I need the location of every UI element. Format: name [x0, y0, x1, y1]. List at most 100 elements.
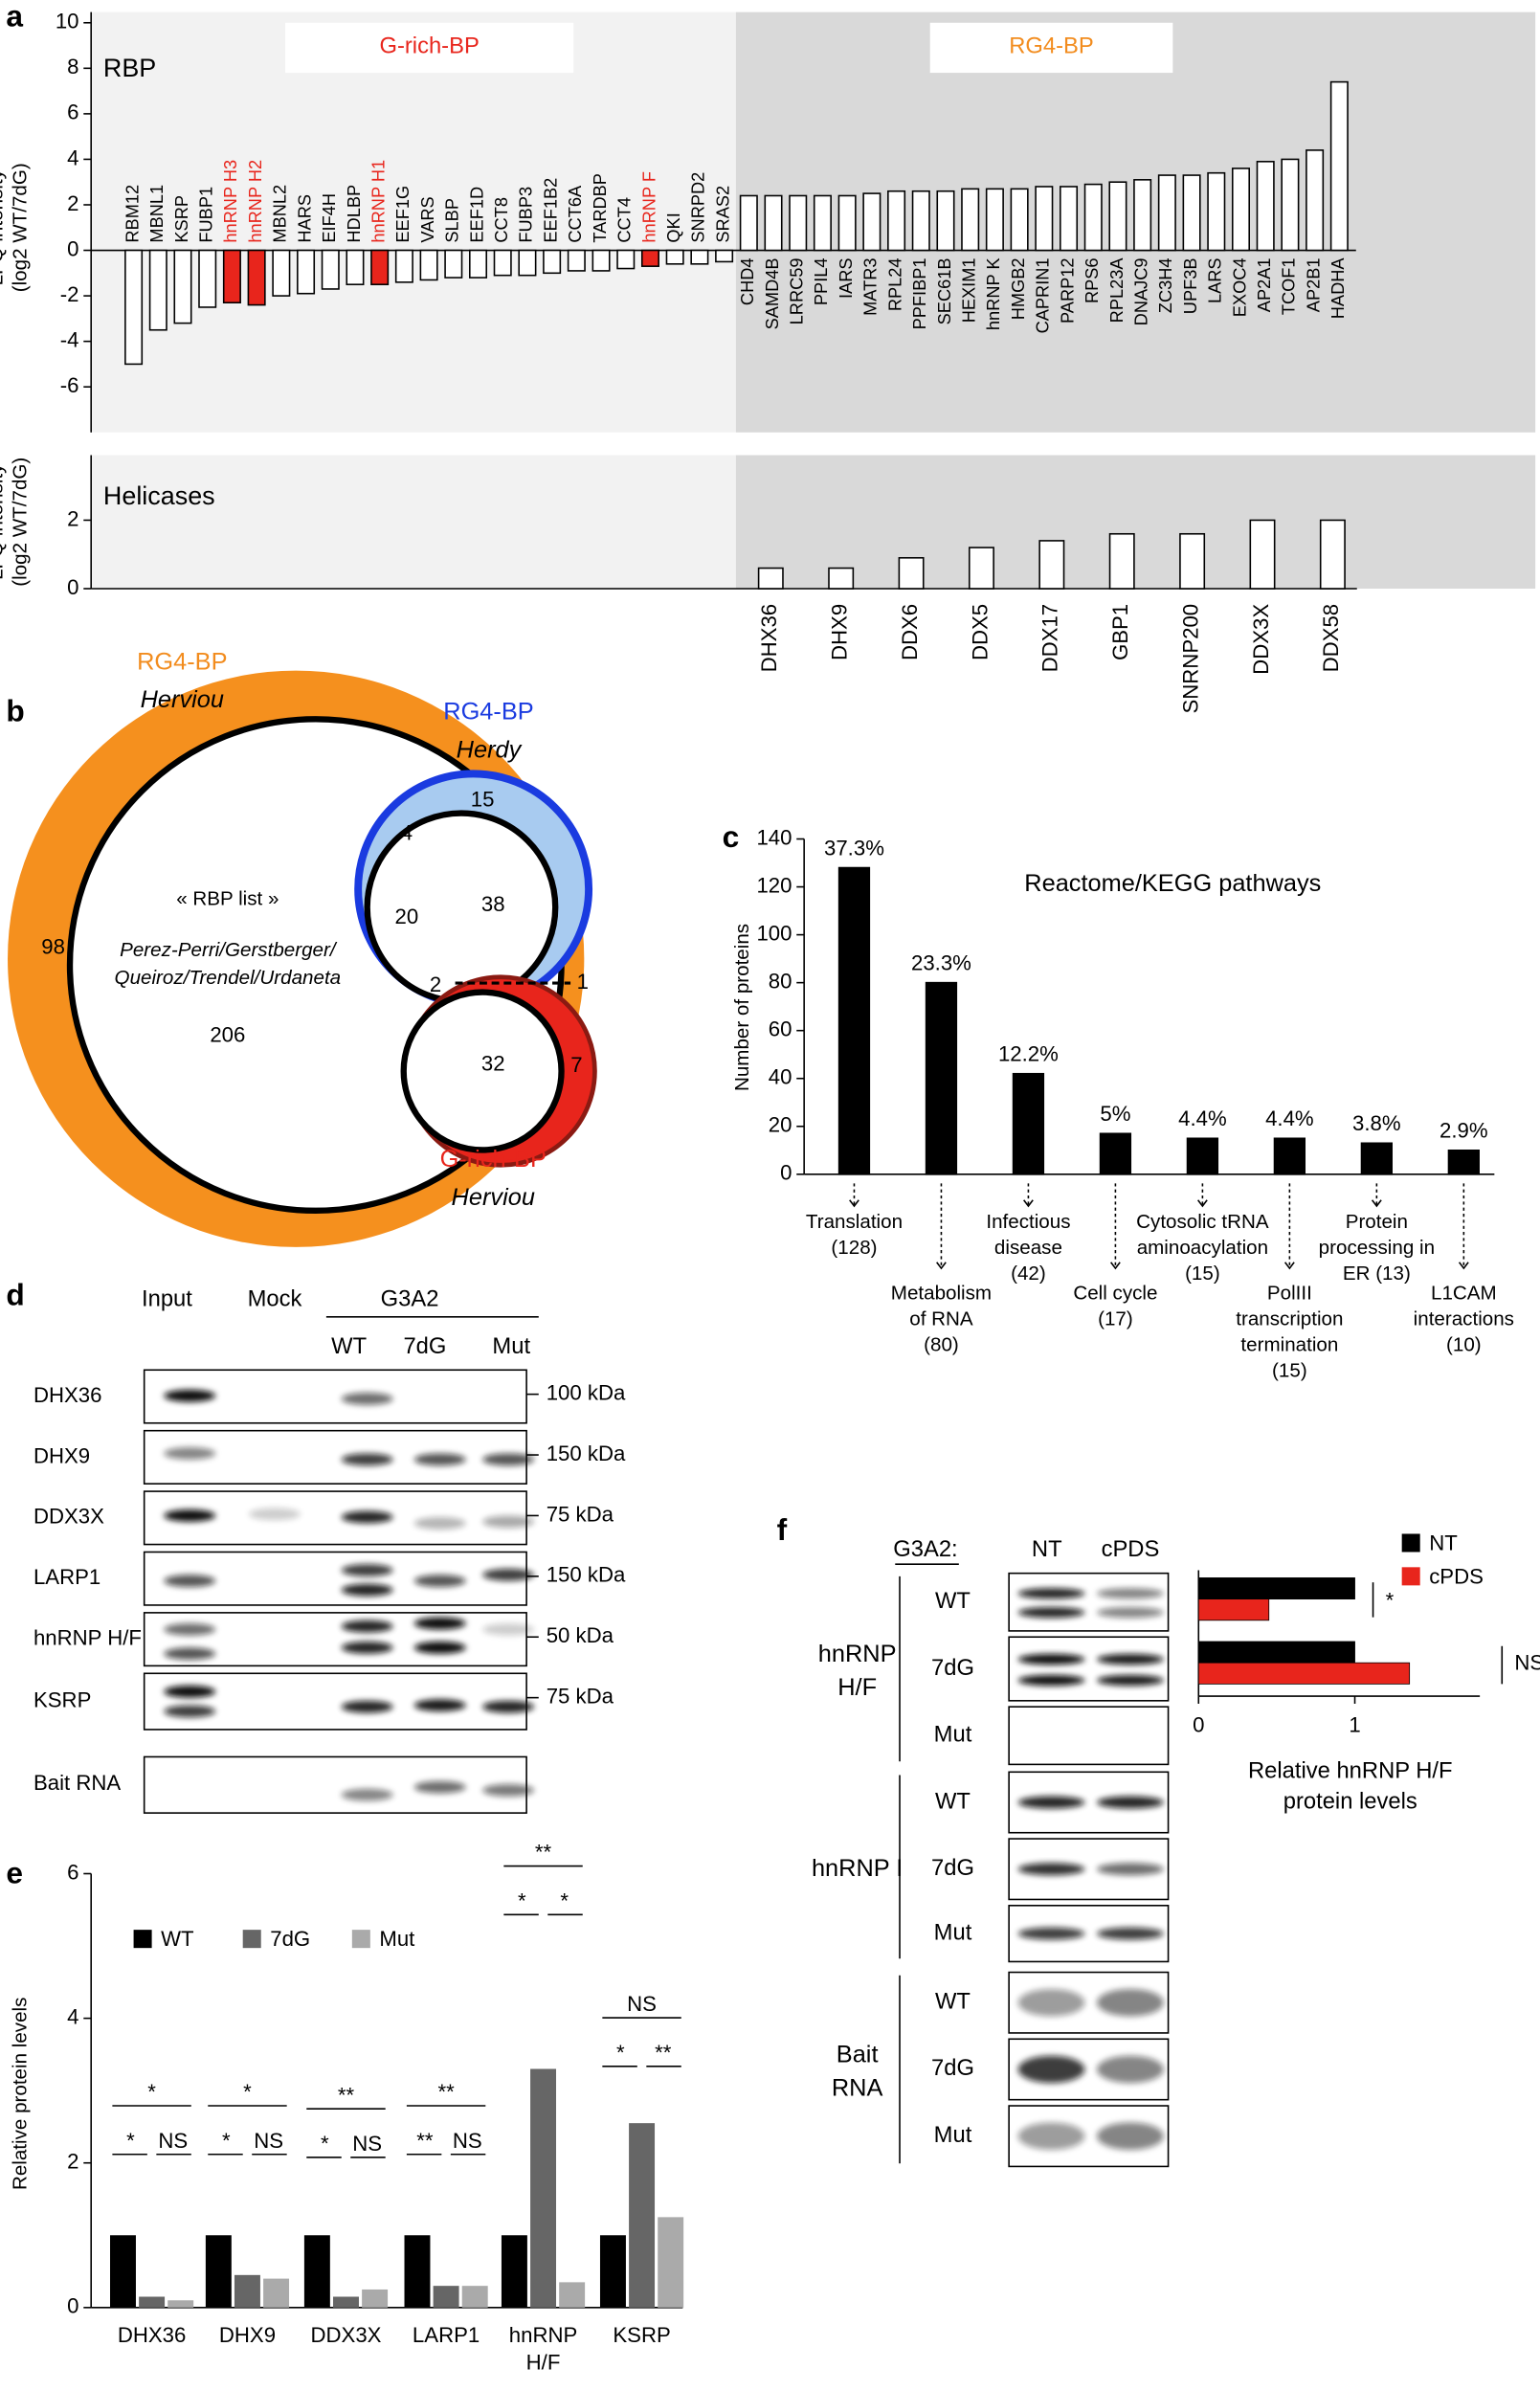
bar	[862, 192, 882, 252]
x-tick-label: CCT6A	[566, 185, 585, 243]
blot-band	[1017, 1674, 1085, 1687]
bar	[543, 249, 562, 275]
bar-annotation: 4.4%	[1178, 1106, 1227, 1130]
blot-band	[1097, 2055, 1164, 2084]
blot-band	[482, 1783, 535, 1797]
blot-box	[1008, 1572, 1170, 1632]
x-tick-label: (128)	[831, 1237, 877, 1259]
bar	[1186, 1137, 1219, 1175]
x-tick-label: disease	[994, 1237, 1062, 1259]
size-label: 75 kDa	[547, 1685, 614, 1709]
group-label: RNA	[832, 2074, 883, 2101]
y-tick-label: 140	[756, 825, 792, 849]
x-tick-label: Metabolism	[891, 1282, 992, 1304]
bar	[936, 190, 955, 252]
blot-band	[413, 1517, 466, 1530]
blot-band	[164, 1647, 216, 1661]
pointer-head	[1283, 1262, 1295, 1270]
row-label: Mut	[934, 2122, 972, 2148]
y-tick-label: 80	[769, 970, 792, 994]
x-tick-label: RPL23A	[1107, 257, 1127, 324]
row-label: Mut	[934, 1722, 972, 1748]
bar	[640, 249, 659, 267]
blot-band	[1097, 1863, 1164, 1876]
x-tick-label: DHX36	[118, 2323, 187, 2347]
y-tick-label: 100	[756, 921, 792, 945]
x-tick-label: KSRP	[613, 2323, 670, 2347]
legend-label: Mut	[379, 1927, 414, 1951]
row-label: WT	[935, 1588, 971, 1614]
x-tick-label: TARDBP	[591, 173, 610, 243]
x-tick-label: MATR3	[861, 257, 881, 315]
bar	[1108, 532, 1135, 590]
x-tick-label: processing in	[1319, 1237, 1435, 1259]
bar	[1447, 1149, 1480, 1175]
bar	[303, 2235, 330, 2308]
bar	[1231, 168, 1251, 252]
bar	[1197, 1598, 1270, 1621]
lane-header: Mock	[248, 1286, 302, 1312]
sig-label: *	[243, 2080, 252, 2104]
x-tick-label: ZC3H4	[1156, 257, 1175, 313]
sig-label: NS	[352, 2132, 382, 2156]
sig-label: **	[338, 2083, 355, 2107]
bar	[404, 2235, 431, 2308]
blot-band	[1017, 1607, 1085, 1619]
sig-label: *	[222, 2129, 231, 2153]
x-tick-label: (17)	[1098, 1307, 1133, 1330]
x-tick-label: LARS	[1206, 257, 1225, 303]
y-axis-label: Number of proteins	[731, 924, 753, 1091]
blot-band	[164, 1447, 216, 1460]
legend-swatch	[133, 1930, 152, 1949]
group-label: hnRNP I	[812, 1855, 903, 1882]
bar	[985, 188, 1004, 252]
blot-band	[1097, 1607, 1164, 1619]
x-tick-label: PPFIBP1	[910, 257, 929, 329]
bar	[148, 249, 167, 331]
y-axis-label: (log2 WT/7dG)	[10, 458, 32, 587]
bar	[124, 249, 144, 366]
size-label: 50 kDa	[547, 1623, 614, 1647]
bar-annotation: 37.3%	[824, 836, 884, 860]
sig-label: **	[655, 2041, 672, 2065]
x-tick-label: QKI	[664, 212, 683, 242]
x-tick-label: RBM12	[123, 185, 142, 243]
x-tick-label: HEXIM1	[960, 257, 979, 323]
bar	[898, 557, 925, 590]
row-label: 7dG	[931, 1855, 974, 1881]
venn-count: 1	[577, 970, 589, 994]
x-tick-label: Cytosolic tRNA	[1136, 1211, 1269, 1233]
size-label: 150 kDa	[547, 1441, 626, 1465]
x-tick-label: hnRNP	[509, 2323, 578, 2347]
blot-band	[341, 1583, 393, 1597]
bar	[501, 2235, 527, 2308]
x-tick-label: SRAS2	[713, 186, 732, 243]
y-tick-label: 6	[67, 1860, 78, 1884]
chart-title: Reactome/KEGG pathways	[1024, 870, 1321, 897]
y-tick-label: 0	[67, 2294, 78, 2318]
group-label: hnRNP	[818, 1641, 897, 1667]
bar	[518, 249, 537, 277]
region-bg	[735, 455, 1536, 589]
pointer-head	[936, 1262, 947, 1270]
row-label: 7dG	[931, 2055, 974, 2081]
x-tick-label: hnRNP K	[984, 257, 1003, 330]
x-tick-label: hnRNP H2	[246, 160, 265, 243]
bar	[1273, 1137, 1306, 1175]
sig-label: NS	[254, 2129, 283, 2153]
region-label: G-rich-BP	[380, 33, 480, 58]
blot-band	[413, 1575, 466, 1587]
pointer-head	[1023, 1199, 1034, 1208]
venn-text: Queiroz/Trendel/Urdaneta	[115, 967, 342, 989]
x-tick-label: DDX6	[898, 604, 922, 660]
lane-header: cPDS	[1102, 1536, 1160, 1562]
bar	[493, 249, 512, 277]
row-label: WT	[935, 1788, 971, 1814]
blot-band	[164, 1509, 216, 1522]
legend-swatch	[351, 1930, 370, 1949]
region-box	[285, 22, 574, 74]
x-tick-label: 1	[1349, 1713, 1360, 1737]
group-label: H/F	[837, 1674, 877, 1701]
blot-band	[1097, 1988, 1164, 2017]
